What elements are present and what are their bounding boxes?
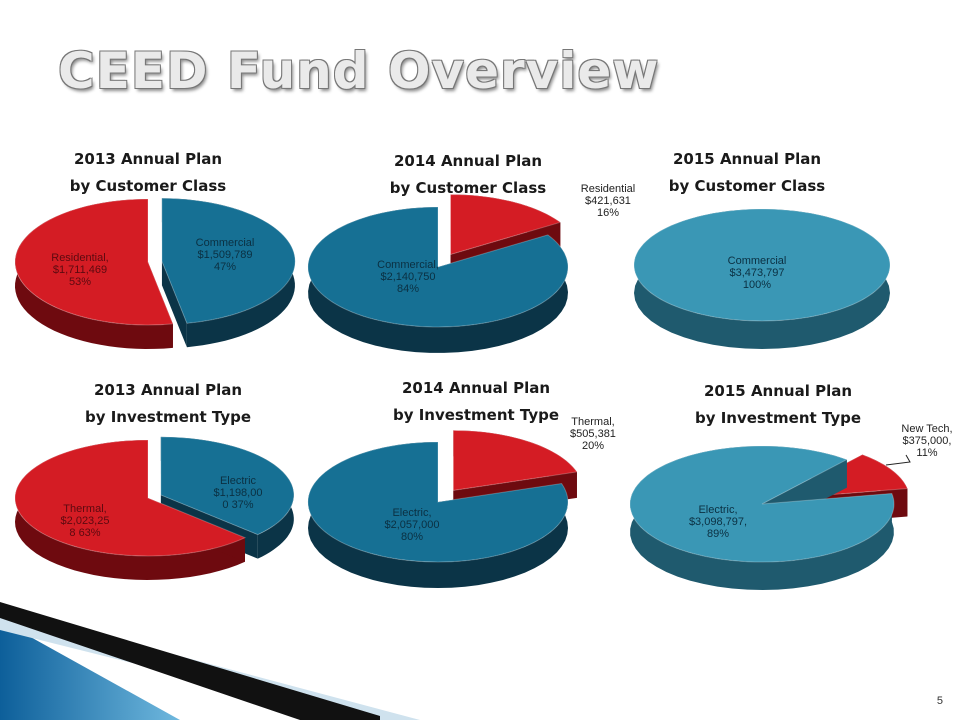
pie-chart-4: Thermal, $505,381 20% Electric, $2,057,000 80… <box>307 416 616 588</box>
slice-label-line: Commercial <box>196 237 255 249</box>
slice-label-line: Thermal, <box>571 416 614 428</box>
pie-slice-top <box>629 445 895 563</box>
slice-label-line: $2,023,25 <box>61 515 110 527</box>
slice-label: Electric, $3,098,797, 89% <box>689 504 747 540</box>
slice-label: Residential $421,631 16% <box>581 183 635 219</box>
pie-slice-top <box>633 208 891 322</box>
slice-label-line: Electric, <box>698 504 737 516</box>
pie-slice <box>633 208 891 349</box>
slice-label-line: 89% <box>707 528 729 540</box>
chart-title-2014-investment: 2014 Annual Plan by Investment Type <box>346 375 606 429</box>
slice-label-line: 100% <box>743 279 771 291</box>
slice-label-line: Residential, <box>51 252 108 264</box>
slice-label: Electric $1,198,00 0 37% <box>214 475 263 511</box>
chart-title-line2: by Customer Class <box>69 177 227 195</box>
slice-label-line: $1,509,789 <box>197 249 252 261</box>
chart-title-line2: by Investment Type <box>84 408 252 426</box>
chart-title-line2: by Customer Class <box>389 179 547 197</box>
slice-label: Commercial $1,509,789 47% <box>196 237 255 273</box>
chart-title-2013-investment: 2013 Annual Plan by Investment Type <box>38 377 298 431</box>
slice-label-line: 80% <box>401 531 423 543</box>
chart-title-2015-investment: 2015 Annual Plan by Investment Type <box>648 378 908 432</box>
pie-slice-top <box>307 206 569 328</box>
label-leader-line <box>885 454 911 466</box>
slide-decoration <box>0 602 420 720</box>
slice-label-line: $3,473,797 <box>729 267 784 279</box>
slice-label-line: Commercial, <box>377 259 439 271</box>
pie-slice-top <box>452 429 578 492</box>
slice-label-line: $505,381 <box>570 428 616 440</box>
slice-label: Thermal, $2,023,25 8 63% <box>61 503 110 539</box>
chart-title-2014-customer: 2014 Annual Plan by Customer Class <box>338 148 598 202</box>
chart-title-line1: 2013 Annual Plan <box>73 150 223 168</box>
pie-slice-top <box>307 441 569 563</box>
chart-title-line1: 2015 Annual Plan <box>672 150 822 168</box>
pie-chart-1: Residential $421,631 16% Commercial, $2,140,… <box>307 183 635 353</box>
slice-label-line: 47% <box>214 261 236 273</box>
pie-chart-5: New Tech, $375,000, 11% Electric, $3,098,797… <box>629 423 953 590</box>
chart-title-line1: 2014 Annual Plan <box>393 152 543 170</box>
pie-slice-side <box>15 440 245 580</box>
pie-slice-top <box>449 193 562 256</box>
pie-slice <box>161 197 296 348</box>
slice-label-line: New Tech, <box>901 423 952 435</box>
chart-title-2013-customer: 2013 Annual Plan by Customer Class <box>18 146 278 200</box>
pie-slice-cut <box>161 261 187 348</box>
chart-title-line2: by Investment Type <box>694 409 862 427</box>
pie-chart-3: Electric $1,198,00 0 37% Thermal, $2,023,25 8… <box>14 436 295 580</box>
slice-label: Electric, $2,057,000 80% <box>384 507 439 543</box>
slice-label-line: $1,198,00 <box>214 487 263 499</box>
pie-slice-top <box>161 197 296 324</box>
chart-title-2015-customer: 2015 Annual Plan by Customer Class <box>617 146 877 200</box>
pie-slice <box>629 445 895 590</box>
slice-label-line: 16% <box>597 207 619 219</box>
slice-label-line: $2,140,750 <box>380 271 435 283</box>
slice-label-line: 11% <box>916 447 937 459</box>
chart-title-line1: 2013 Annual Plan <box>93 381 243 399</box>
slice-label-line: $3,098,797, <box>689 516 747 528</box>
slice-label-line: 53% <box>69 276 91 288</box>
pie-slice-top <box>14 439 247 557</box>
slice-label-line: $2,057,000 <box>384 519 439 531</box>
pie-slice <box>14 439 247 580</box>
pie-slice-top <box>160 436 295 536</box>
slice-label-line: Commercial <box>728 255 787 267</box>
slice-label: Commercial $3,473,797 100% <box>728 255 787 291</box>
slice-label-line: 20% <box>582 440 604 452</box>
slice-label: Commercial, $2,140,750 84% <box>377 259 439 295</box>
slice-label-line: Residential <box>581 183 635 195</box>
slice-label-line: Thermal, <box>63 503 106 515</box>
slice-label-line: Electric, <box>392 507 431 519</box>
slice-label-line: $421,631 <box>585 195 631 207</box>
slice-label-line: $375,000, <box>903 435 952 447</box>
slice-label-line: $1,711,469 <box>53 264 107 276</box>
chart-title-line1: 2015 Annual Plan <box>703 382 853 400</box>
decor-black-band <box>0 602 380 720</box>
pie-slice-top <box>14 198 174 326</box>
slice-label: New Tech, $375,000, 11% <box>901 423 952 459</box>
pie-chart-0: Commercial $1,509,789 47% Residential, $1,71… <box>14 197 296 349</box>
slice-label-line: 0 37% <box>222 499 253 511</box>
slice-label: Thermal, $505,381 20% <box>570 416 616 452</box>
pie-slice <box>307 441 569 588</box>
slice-label-line: Electric <box>220 475 257 487</box>
page-number: 5 <box>936 695 943 707</box>
slice-label-line: 84% <box>397 283 419 295</box>
pie-slice <box>14 198 174 349</box>
slice-label: Residential, $1,711,469 53% <box>51 252 108 288</box>
pie-chart-2: Commercial $3,473,797 100% <box>633 208 891 349</box>
chart-title-line2: by Investment Type <box>392 406 560 424</box>
chart-title-line1: 2014 Annual Plan <box>401 379 551 397</box>
slice-label-line: 8 63% <box>69 527 100 539</box>
pie-slice <box>307 206 569 353</box>
chart-title-line2: by Customer Class <box>668 177 826 195</box>
slide-title: CEED Fund Overview <box>58 42 660 100</box>
decor-blue-band <box>0 620 180 720</box>
